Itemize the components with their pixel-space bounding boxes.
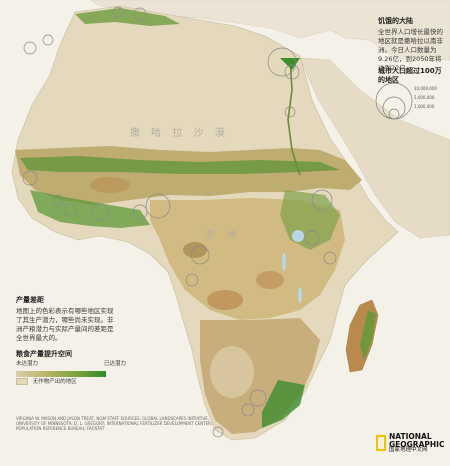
city-circle	[112, 6, 124, 18]
legend-circle-small	[388, 108, 400, 120]
city-circle	[63, 203, 77, 217]
national-geographic-logo: NATIONAL GEOGRAPHIC 国家地理中文网	[376, 433, 444, 454]
maghreb-coast	[75, 8, 180, 26]
lake-victoria	[292, 230, 304, 242]
legend-size-5m: 5,000,000	[414, 95, 435, 100]
africa-label: 非 洲	[205, 230, 241, 241]
city-circle	[22, 170, 38, 186]
yield-legend: 粮食产量提升空间 未达潜力 已达潜力 无作物产出的地区	[16, 350, 126, 386]
city-circle	[241, 403, 255, 417]
nile-river	[287, 57, 301, 176]
logo-line1: NATIONAL	[389, 432, 432, 441]
yield-gradient	[16, 370, 106, 377]
city-circle	[23, 41, 37, 55]
legend-size-10m: 10,000,000	[414, 86, 437, 91]
yield-low-label: 未达潜力	[16, 361, 39, 368]
city-circle	[304, 230, 320, 246]
red-sea	[294, 60, 372, 197]
city-circle	[91, 203, 109, 221]
legend-circle-large	[375, 82, 413, 120]
city-circle	[132, 204, 148, 220]
city-circle	[52, 194, 64, 206]
city-circle	[133, 7, 147, 21]
city-circle	[185, 273, 199, 287]
sahel-green-band	[20, 156, 340, 174]
production-gap-box: 产量差距 地图上的色彩表示有哪些地区实现了其生产潜力，哪些尚未实现。非洲产粮潜力…	[16, 296, 116, 343]
city-circle	[212, 426, 224, 438]
city-legend: 城市人口超过100万的地区	[378, 67, 448, 88]
yellow-border-icon	[376, 435, 386, 452]
no-crop-swatch	[16, 377, 28, 385]
city-circle	[284, 106, 296, 118]
legend-size-1m: 1,000,000	[414, 104, 435, 109]
madagascar	[345, 299, 379, 373]
yield-legend-title: 粮食产量提升空间	[16, 350, 72, 358]
city-circle	[190, 245, 210, 265]
city-circle	[323, 251, 337, 265]
city-circle	[249, 389, 267, 407]
logo-line2: GEOGRAPHIC	[389, 439, 445, 449]
madagascar-east-green	[360, 310, 376, 360]
production-gap-body: 地图上的色彩表示有哪些地区实现了其生产潜力，哪些尚未实现。非洲产粮潜力与实际产量…	[16, 307, 114, 342]
city-circle	[311, 189, 333, 211]
city-circle	[42, 34, 54, 46]
info-title: 饥饿的大陆	[378, 17, 413, 25]
logo-line3: 国家地理中文网	[389, 447, 428, 453]
info-box: 饥饿的大陆 全世界人口增长最快的地区就是撒哈拉以南非洲。今日人口数量为9.26亿…	[378, 17, 444, 72]
southeast-coast-green	[262, 380, 305, 428]
city-legend-title: 城市人口超过100万的地区	[378, 67, 442, 85]
production-gap-title: 产量差距	[16, 296, 44, 304]
city-circle	[267, 47, 297, 77]
lake-tanganyika	[282, 253, 286, 271]
guinea-coast	[30, 190, 150, 228]
crop-patch	[183, 242, 207, 258]
sahara-label: 撒 哈 拉 沙 漠	[130, 128, 229, 139]
info-body: 全世界人口增长最快的地区就是撒哈拉以南非洲。今日人口数量为9.26亿，到2050…	[378, 28, 443, 72]
credits: VIRGINIA W. MASON AND JASON TREAT, NGM S…	[16, 416, 213, 432]
no-crop-label: 无作物产出的地区	[32, 378, 77, 385]
yield-high-label: 已达潜力	[103, 361, 126, 368]
nile-delta	[280, 58, 300, 70]
lake-malawi	[298, 287, 302, 303]
crop-patch	[207, 290, 243, 310]
crop-patch	[256, 271, 284, 289]
city-circle	[284, 64, 300, 80]
kalahari	[210, 346, 254, 398]
crop-patch	[90, 177, 130, 193]
city-circle	[145, 193, 171, 219]
